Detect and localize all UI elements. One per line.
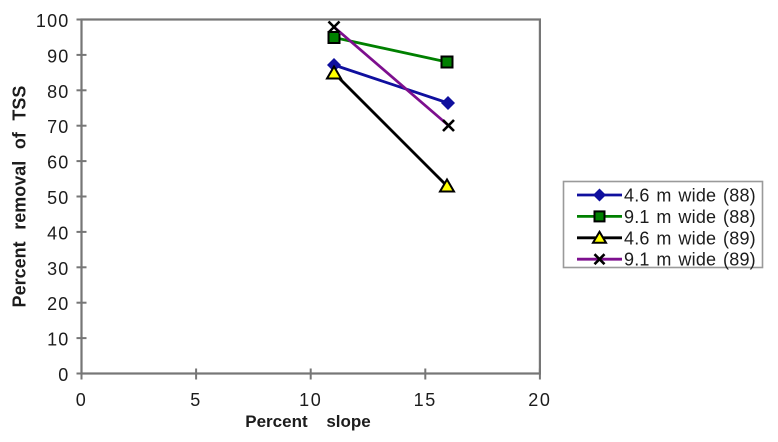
svg-text:9.1 m wide (89): 9.1 m wide (89) xyxy=(624,250,756,270)
svg-text:Percent removal of TSS: Percent removal of TSS xyxy=(10,86,30,308)
svg-text:10: 10 xyxy=(299,390,322,410)
svg-text:100: 100 xyxy=(36,11,70,31)
svg-text:60: 60 xyxy=(47,153,69,173)
svg-text:90: 90 xyxy=(47,46,69,66)
svg-text:80: 80 xyxy=(47,82,69,102)
svg-text:20: 20 xyxy=(528,390,551,410)
svg-text:4.6 m wide (89): 4.6 m wide (89) xyxy=(624,228,756,248)
svg-text:20: 20 xyxy=(47,294,69,314)
svg-text:50: 50 xyxy=(47,188,69,208)
svg-text:10: 10 xyxy=(47,330,69,350)
svg-text:40: 40 xyxy=(47,223,69,243)
svg-text:0: 0 xyxy=(76,390,88,410)
svg-text:15: 15 xyxy=(414,390,437,410)
svg-text:30: 30 xyxy=(47,259,69,279)
svg-text:0: 0 xyxy=(58,365,69,385)
svg-text:5: 5 xyxy=(190,390,202,410)
svg-text:4.6 m wide (88): 4.6 m wide (88) xyxy=(624,186,756,206)
svg-text:Percent slope: Percent slope xyxy=(245,412,371,431)
svg-text:9.1 m wide (88): 9.1 m wide (88) xyxy=(624,207,756,227)
svg-text:70: 70 xyxy=(47,117,69,137)
